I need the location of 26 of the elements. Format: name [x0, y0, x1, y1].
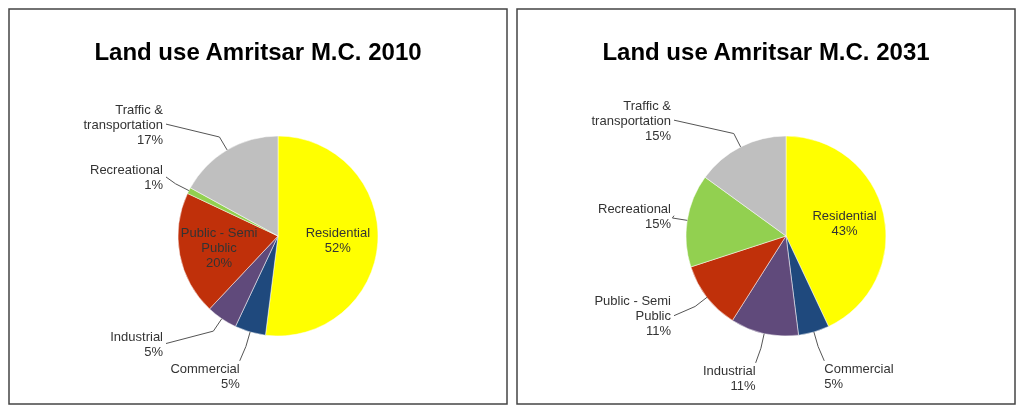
- slice-label: Recreational: [90, 161, 164, 177]
- slice-label: Industrial: [702, 362, 756, 378]
- slice-label: Public - Semi Public: [594, 293, 672, 324]
- data-label: 43%: [831, 222, 858, 238]
- slice-label: Residential: [812, 207, 877, 223]
- data-label: 11%: [645, 323, 672, 339]
- slice-label: Traffic & transportation: [591, 97, 672, 128]
- data-label: 5%: [144, 343, 164, 359]
- slice-label: Industrial: [110, 328, 164, 344]
- data-label: 15%: [644, 127, 672, 143]
- slice-label: Residential: [305, 224, 371, 240]
- slice-label: Commercial: [170, 360, 240, 376]
- chart-title: Land use Amritsar M.C. 2031: [602, 38, 930, 65]
- slice-label: Commercial: [824, 360, 894, 376]
- chart-title: Land use Amritsar M.C. 2010: [94, 38, 422, 65]
- data-label: 15%: [644, 215, 672, 231]
- data-label: 5%: [824, 375, 844, 391]
- data-label: 11%: [730, 377, 757, 393]
- data-label: 5%: [220, 375, 241, 391]
- data-label: 52%: [324, 239, 352, 255]
- data-label: 20%: [206, 254, 233, 270]
- slice-label: Traffic & transportation: [83, 101, 164, 132]
- data-label: 1%: [144, 176, 164, 192]
- slice-label: Recreational: [598, 200, 672, 216]
- slice-label: Public - Semi Public: [180, 224, 258, 255]
- data-label: 17%: [136, 131, 164, 147]
